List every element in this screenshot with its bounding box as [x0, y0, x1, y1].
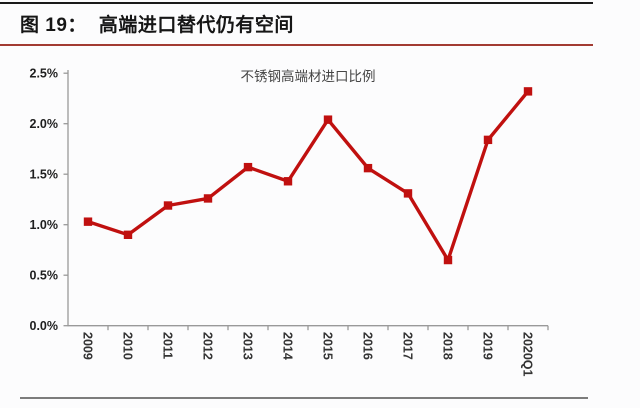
- data-point-marker: [83, 217, 93, 226]
- chart-title: 不锈钢高端材进口比例: [240, 69, 376, 84]
- data-point-marker: [483, 135, 493, 145]
- data-point-marker: [523, 87, 533, 96]
- top-rule: [0, 2, 593, 4]
- x-axis-ticks: [107, 325, 549, 331]
- y-tick-label: 2.0%: [30, 117, 59, 131]
- data-point-marker: [243, 162, 253, 172]
- y-axis-ticks: 0.0% 0.5% 1.0% 1.5% 2.0% 2.5%: [30, 67, 68, 333]
- x-tick-label: 2020Q1: [521, 332, 535, 377]
- data-point-marker: [163, 201, 173, 210]
- figure-title: 图 19： 高端进口替代仍有空间: [20, 10, 294, 37]
- data-point-marker: [283, 177, 293, 186]
- y-tick-label: 1.0%: [30, 218, 59, 232]
- figure-title-text: 高端进口替代仍有空间: [98, 15, 294, 36]
- x-tick-label: 2010: [121, 332, 135, 360]
- data-point-marker: [403, 189, 413, 198]
- data-point-marker: [363, 163, 373, 173]
- x-tick-label: 2013: [241, 332, 255, 360]
- data-point-marker: [123, 230, 133, 239]
- series-line: [86, 89, 530, 262]
- x-tick-label: 2012: [201, 332, 215, 360]
- figure-number: 图 19：: [20, 15, 87, 36]
- y-tick-label: 2.5%: [30, 67, 59, 81]
- series-import-ratio: [83, 87, 533, 265]
- x-tick-label: 2014: [281, 332, 295, 360]
- bottom-rule: [20, 397, 588, 399]
- data-point-marker: [203, 194, 213, 203]
- y-tick-label: 0.0%: [30, 319, 59, 333]
- x-tick-label: 2019: [481, 332, 495, 360]
- x-tick-label: 2016: [361, 332, 375, 360]
- x-axis-labels: 2009 2010 2011 2012 2013 2014 2015 2016 2017 2018…: [81, 332, 535, 377]
- title-underline: [0, 44, 593, 46]
- x-tick-label: 2018: [441, 332, 455, 360]
- x-tick-label: 2009: [81, 332, 95, 360]
- axes: [67, 70, 548, 327]
- data-point-marker: [443, 255, 453, 265]
- y-tick-label: 0.5%: [30, 269, 59, 283]
- data-point-marker: [323, 115, 333, 124]
- x-tick-label: 2017: [401, 332, 415, 360]
- x-tick-label: 2011: [161, 332, 175, 359]
- y-tick-label: 1.5%: [30, 168, 59, 182]
- x-tick-label: 2015: [321, 332, 335, 360]
